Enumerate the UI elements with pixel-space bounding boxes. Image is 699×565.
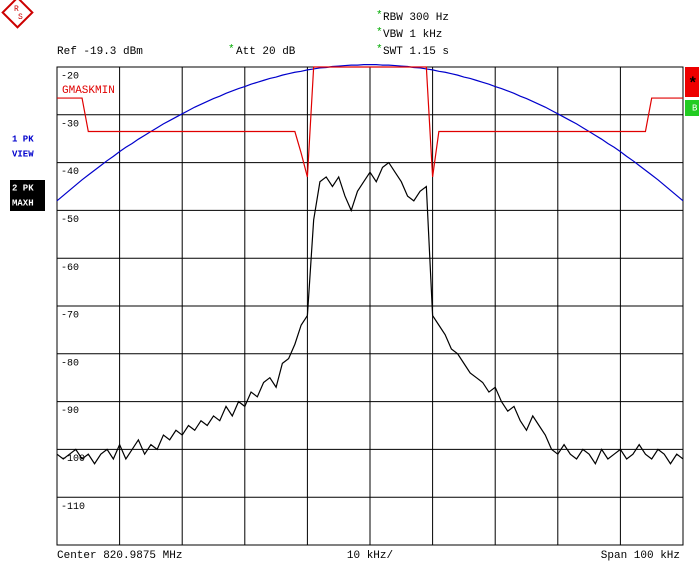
y-tick-label: -60 [61, 263, 79, 274]
logo: R S [1, 0, 34, 29]
y-tick-label: -80 [61, 358, 79, 369]
logo-r: R [14, 5, 19, 14]
setting-mark: * [376, 44, 383, 56]
y-tick-label: -40 [61, 167, 79, 178]
flag: B [692, 103, 698, 113]
setting: Att 20 dB [236, 46, 296, 58]
ref-level: Ref -19.3 dBm [57, 46, 143, 58]
footer-span: Span 100 kHz [601, 550, 680, 562]
y-tick-label: -110 [61, 502, 85, 513]
setting-mark: * [228, 44, 235, 56]
y-tick-label: -100 [61, 454, 85, 465]
trace-label: MAXH [12, 198, 34, 208]
y-tick-label: -90 [61, 406, 79, 417]
setting: VBW 1 kHz [383, 29, 442, 41]
trace-label: 1 PK [12, 134, 34, 144]
setting-mark: * [376, 10, 383, 22]
flag: * [688, 75, 698, 93]
flag-box [685, 100, 699, 116]
y-tick-label: -20 [61, 72, 79, 83]
trace-label: VIEW [12, 149, 34, 159]
setting: SWT 1.15 s [383, 46, 449, 58]
flag-box [685, 67, 699, 97]
y-tick-label: -50 [61, 215, 79, 226]
trace [57, 66, 683, 178]
trace [56, 64, 684, 202]
logo-diamond [1, 0, 34, 29]
setting: RBW 300 Hz [383, 12, 449, 24]
trace [56, 161, 684, 465]
trace-label: 2 PK [12, 183, 34, 193]
y-tick-label: -30 [61, 119, 79, 130]
setting-mark: * [376, 27, 383, 39]
trace-box [10, 180, 45, 211]
y-tick-label: -70 [61, 311, 79, 322]
footer-center: Center 820.9875 MHz [57, 550, 182, 562]
footer-div: 10 kHz/ [347, 550, 393, 562]
logo-s: S [18, 13, 23, 22]
mask-label: GMASKMIN [62, 85, 115, 97]
